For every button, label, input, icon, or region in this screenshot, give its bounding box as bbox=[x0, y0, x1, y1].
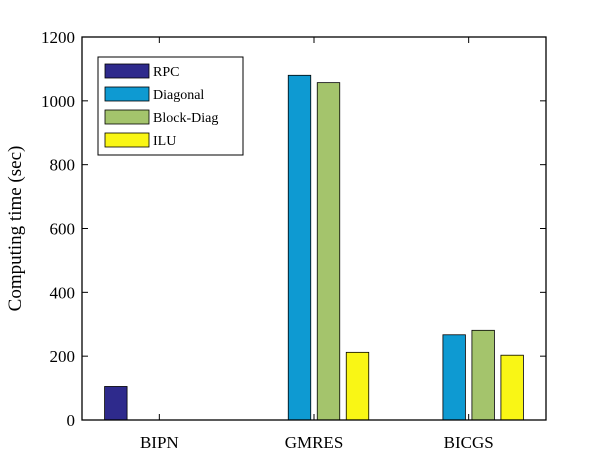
x-tick-label: GMRES bbox=[285, 433, 344, 452]
x-tick-label: BICGS bbox=[444, 433, 494, 452]
y-tick-label: 600 bbox=[50, 220, 76, 239]
bars-layer bbox=[104, 74, 524, 421]
y-tick-label: 1200 bbox=[41, 28, 75, 47]
bar-rpc-bipn bbox=[104, 386, 128, 421]
y-tick-label: 0 bbox=[67, 411, 76, 430]
legend-swatch bbox=[104, 109, 150, 125]
y-tick-label: 200 bbox=[50, 347, 76, 366]
bar-ilu-gmres bbox=[345, 351, 370, 421]
legend: RPC Diagonal Block-Diag ILU bbox=[97, 56, 244, 156]
legend-swatch bbox=[104, 132, 150, 148]
bar-diagonal-gmres bbox=[287, 74, 312, 421]
bar-block-diag-gmres bbox=[316, 82, 341, 421]
legend-label: RPC bbox=[153, 65, 179, 80]
y-tick-label: 800 bbox=[50, 156, 76, 175]
y-tick-label: 1000 bbox=[41, 92, 75, 111]
bar-ilu-bicgs bbox=[500, 354, 524, 421]
bar-block-diag-bicgs bbox=[471, 329, 495, 421]
legend-label: Block-Diag bbox=[153, 111, 218, 126]
legend-label: ILU bbox=[153, 134, 176, 149]
axis-ticks: 0 200 400 600 800 1000 1200 BIPN GMRES BICGS bbox=[41, 28, 546, 452]
y-axis-title: Computing time (sec) bbox=[5, 146, 26, 312]
y-tick-label: 400 bbox=[50, 283, 76, 302]
legend-swatch bbox=[104, 86, 150, 102]
legend-swatch bbox=[104, 63, 150, 79]
x-tick-label: BIPN bbox=[140, 433, 179, 452]
bar-diagonal-bicgs bbox=[442, 334, 466, 421]
legend-label: Diagonal bbox=[153, 88, 204, 103]
